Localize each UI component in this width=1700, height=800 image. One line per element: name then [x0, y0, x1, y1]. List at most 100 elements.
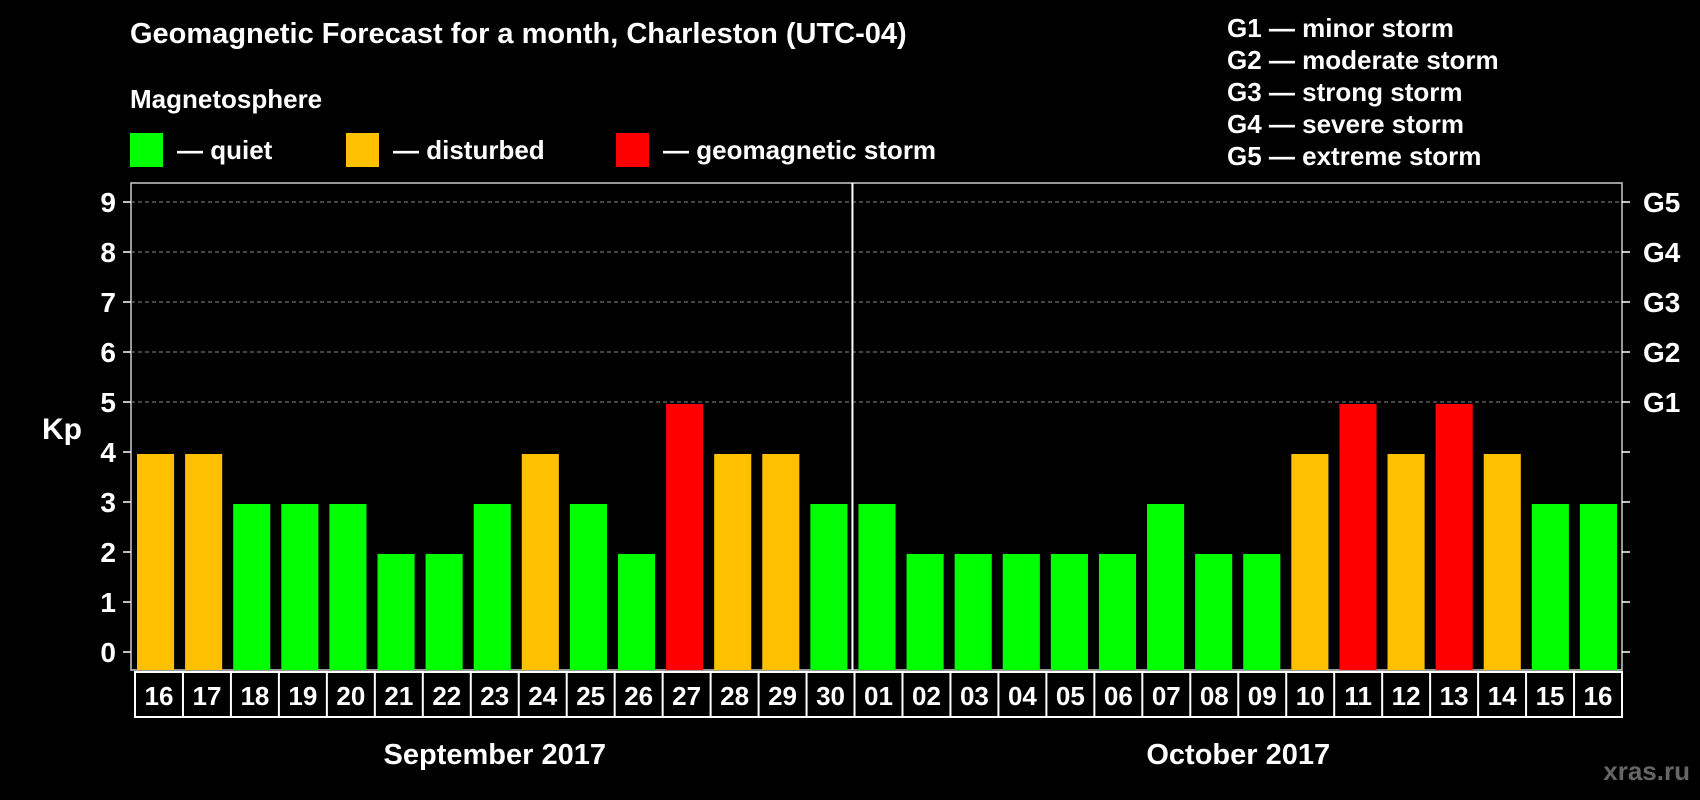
date-label: 20 — [336, 681, 365, 711]
y-tick-label: 9 — [100, 187, 116, 218]
storm-scale-legend: G1 — minor storm G2 — moderate storm G3 … — [1227, 12, 1499, 172]
storm-scale-g3: G3 — strong storm — [1227, 77, 1463, 107]
date-label: 08 — [1200, 681, 1229, 711]
chart-title: Geomagnetic Forecast for a month, Charle… — [130, 18, 907, 50]
bar — [281, 504, 319, 670]
bar — [762, 454, 800, 670]
bar — [666, 404, 704, 670]
date-label: 09 — [1248, 681, 1277, 711]
bar — [569, 504, 607, 670]
storm-scale-g4: G4 — severe storm — [1227, 109, 1465, 139]
date-label: 07 — [1152, 681, 1181, 711]
bar — [1435, 404, 1473, 670]
y-tick-label: 2 — [100, 537, 116, 568]
disturbed-swatch — [346, 133, 379, 167]
bar — [473, 504, 511, 670]
date-label: 01 — [864, 681, 893, 711]
date-label: 13 — [1440, 681, 1469, 711]
y-tick-label: 7 — [100, 287, 116, 318]
date-label: 03 — [960, 681, 989, 711]
date-label: 24 — [528, 681, 557, 711]
bar — [1339, 404, 1377, 670]
date-label: 11 — [1344, 681, 1372, 711]
bar — [233, 504, 271, 670]
bar — [617, 554, 656, 670]
storm-swatch — [616, 133, 649, 167]
y-tick-label: 0 — [100, 637, 116, 668]
y-tick-label: 1 — [100, 587, 116, 618]
storm-scale-g2: G2 — moderate storm — [1227, 45, 1499, 75]
date-label: 12 — [1392, 681, 1421, 711]
date-label: 16 — [1584, 681, 1613, 711]
legend-heading: Magnetosphere — [130, 84, 323, 114]
storm-scale-g1: G1 — minor storm — [1227, 13, 1454, 43]
date-label: 27 — [672, 681, 701, 711]
date-strip — [134, 671, 1623, 718]
bar — [954, 554, 992, 670]
date-label: 10 — [1296, 681, 1325, 711]
date-label: 29 — [768, 681, 797, 711]
bar — [1050, 554, 1088, 670]
bar — [1243, 554, 1281, 670]
bar — [1195, 554, 1233, 670]
date-label: 25 — [576, 681, 605, 711]
legend-item-disturbed: — disturbed — [346, 133, 545, 167]
bar — [1579, 504, 1617, 670]
date-label: 15 — [1536, 681, 1565, 711]
date-label: 17 — [192, 681, 221, 711]
bar — [185, 454, 223, 670]
storm-level-label: G5 — [1643, 187, 1680, 218]
bar — [137, 454, 175, 670]
storm-scale-g5: G5 — extreme storm — [1227, 141, 1482, 171]
date-label: 22 — [432, 681, 461, 711]
legend-item-storm: — geomagnetic storm — [616, 133, 936, 167]
date-label: 16 — [145, 681, 174, 711]
y-tick-label: 6 — [100, 337, 116, 368]
bar — [1291, 454, 1329, 670]
bar — [906, 554, 944, 670]
bar — [1531, 504, 1569, 670]
legend-label-disturbed: — disturbed — [393, 134, 545, 165]
month-label: October 2017 — [1146, 739, 1330, 771]
y-axis-label: Kp — [42, 413, 82, 446]
date-label: 28 — [720, 681, 749, 711]
storm-level-label: G1 — [1643, 387, 1680, 418]
date-label: 19 — [288, 681, 317, 711]
legend-label-quiet: — quiet — [177, 134, 273, 165]
month-label: September 2017 — [384, 739, 606, 771]
date-label: 05 — [1056, 681, 1085, 711]
y-tick-label: 3 — [100, 487, 116, 518]
bar — [377, 554, 415, 670]
date-label: 26 — [624, 681, 653, 711]
storm-level-label: G3 — [1643, 287, 1680, 318]
bar — [425, 554, 463, 670]
date-label: 14 — [1488, 681, 1517, 711]
storm-level-label: G4 — [1643, 237, 1681, 268]
bar — [329, 504, 367, 670]
date-label: 04 — [1008, 681, 1037, 711]
date-label: 02 — [912, 681, 941, 711]
legend-label-storm: — geomagnetic storm — [663, 134, 937, 165]
storm-level-label: G2 — [1643, 337, 1680, 368]
bar — [1483, 454, 1521, 670]
bar — [714, 454, 752, 670]
y-tick-label: 8 — [100, 237, 116, 268]
bar — [1387, 454, 1425, 670]
y-tick-label: 4 — [100, 437, 116, 468]
date-label: 23 — [480, 681, 509, 711]
y-tick-label: 5 — [100, 387, 116, 418]
bar — [1002, 554, 1040, 670]
date-label: 18 — [240, 681, 269, 711]
date-label: 30 — [816, 681, 845, 711]
bar — [521, 454, 559, 670]
date-label: 06 — [1104, 681, 1133, 711]
watermark: xras.ru — [1603, 756, 1690, 786]
bar — [1098, 554, 1137, 670]
bar — [858, 504, 896, 670]
date-label: 21 — [384, 681, 413, 711]
quiet-swatch — [130, 133, 163, 167]
bar — [1147, 504, 1185, 670]
bar — [810, 504, 848, 670]
legend-item-quiet: — quiet — [130, 133, 272, 167]
